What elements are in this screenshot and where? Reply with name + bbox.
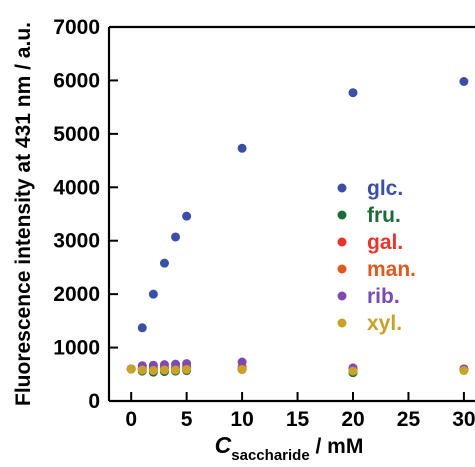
data-point-glc (348, 88, 358, 98)
y-tick-label: 2000 (53, 283, 100, 306)
data-point-xyl (459, 366, 469, 376)
legend-marker-man (337, 264, 347, 274)
x-tick-label: 25 (397, 408, 421, 431)
legend-marker-glc (337, 183, 347, 193)
x-tick-label: 0 (125, 408, 137, 431)
x-tick-label: 30 (452, 408, 475, 431)
legend-label-glc: glc. (367, 177, 403, 200)
y-tick-label: 1000 (53, 337, 100, 360)
y-tick-label: 0 (88, 390, 100, 413)
legend-marker-fru (337, 210, 347, 220)
y-axis-ticks: 0 1000 2000 3000 4000 5000 6000 7000 (53, 16, 118, 413)
legend-label-gal: gal. (367, 231, 403, 254)
data-point-glc (237, 143, 247, 153)
x-tick-label: 15 (286, 408, 310, 431)
data-point-xyl (171, 365, 181, 375)
y-tick-label: 7000 (53, 16, 100, 39)
data-point-glc (171, 232, 181, 242)
x-axis-title-symbol: C (215, 432, 232, 458)
x-tick-label: 10 (230, 408, 253, 431)
data-point-glc (148, 289, 158, 299)
data-point-glc (137, 323, 147, 333)
legend-marker-gal (337, 237, 347, 247)
data-point-xyl (148, 366, 158, 376)
y-tick-label: 6000 (53, 69, 100, 92)
data-point-xyl (137, 365, 147, 375)
data-point-xyl (237, 364, 247, 374)
data-point-xyl (348, 366, 358, 376)
legend-marker-xyl (337, 318, 347, 328)
data-point-xyl (159, 365, 169, 375)
x-axis-ticks: 0 5 10 15 20 25 30 (125, 392, 475, 431)
data-point-xyl (126, 364, 136, 374)
y-tick-label: 3000 (53, 230, 100, 253)
x-tick-label: 5 (181, 408, 193, 431)
x-axis-title-subscript: saccharide (231, 447, 309, 464)
y-axis-title: Fluorescence intensity at 431 nm / a.u. (12, 22, 35, 406)
legend-label-xyl: xyl. (367, 312, 402, 335)
legend-marker-rib (337, 291, 347, 301)
legend-label-fru: fru. (367, 204, 401, 227)
data-point-xyl (182, 364, 192, 374)
legend: glc. fru. gal. man. rib. xyl. (337, 177, 416, 335)
data-point-glc (159, 258, 169, 268)
y-tick-label: 4000 (53, 176, 100, 199)
x-tick-label: 20 (341, 408, 364, 431)
legend-label-man: man. (367, 258, 416, 281)
legend-label-rib: rib. (367, 285, 400, 308)
data-point-rib (237, 357, 247, 367)
data-point-glc (182, 211, 192, 221)
y-tick-label: 5000 (53, 123, 100, 146)
plot-frame (107, 25, 475, 403)
data-point-glc (459, 76, 469, 86)
x-axis-title: Csaccharide / mM (215, 432, 364, 464)
x-axis-title-unit: / mM (310, 435, 364, 458)
data-points (126, 76, 469, 378)
